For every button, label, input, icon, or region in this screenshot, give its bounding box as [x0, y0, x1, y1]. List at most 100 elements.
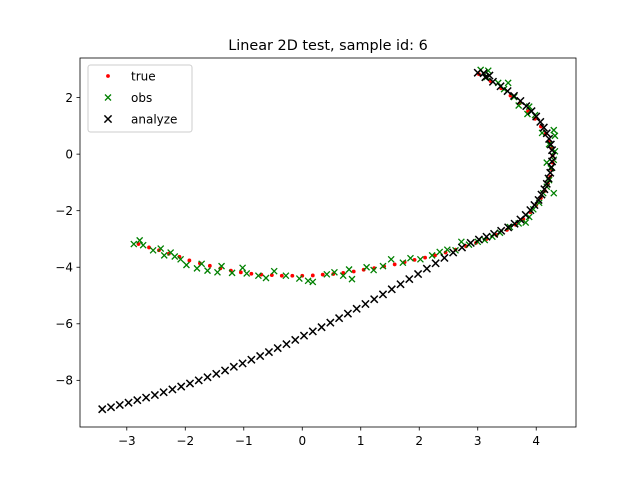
data-point-obs	[348, 275, 356, 283]
data-point-obs	[157, 245, 165, 253]
x-tick-label: −3	[118, 434, 136, 448]
data-point-obs	[370, 266, 378, 274]
legend-marker-analyze	[103, 114, 113, 124]
data-point-obs	[545, 176, 553, 184]
data-point-true	[290, 273, 295, 278]
data-point-analyze	[544, 134, 554, 143]
data-point-analyze	[422, 264, 431, 273]
data-point-obs	[550, 189, 558, 197]
data-point-analyze	[159, 388, 168, 397]
data-point-true	[147, 245, 151, 250]
x-tick-label: 4	[532, 434, 540, 448]
data-point-obs	[506, 223, 514, 231]
data-point-obs	[262, 274, 270, 282]
data-point-obs	[239, 264, 247, 272]
data-point-obs	[323, 270, 331, 278]
data-point-analyze	[413, 269, 423, 279]
data-point-analyze	[106, 403, 116, 412]
data-point-analyze	[405, 274, 414, 284]
data-point-obs	[160, 251, 168, 259]
data-point-analyze	[537, 190, 546, 199]
data-point-analyze	[317, 323, 326, 332]
data-point-obs	[228, 269, 236, 277]
data-point-obs	[345, 266, 353, 273]
series-analyze	[98, 68, 557, 414]
data-point-analyze	[194, 376, 203, 385]
data-point-obs	[139, 241, 147, 249]
data-point-analyze	[396, 280, 405, 289]
data-point-true	[433, 253, 437, 258]
data-point-obs	[416, 255, 424, 263]
y-axis: −8 −6 −4 −2 0 2	[55, 91, 80, 388]
y-tick-label: −2	[55, 204, 73, 218]
data-point-true	[351, 269, 356, 274]
x-tick-label: 3	[474, 434, 482, 448]
data-point-obs	[363, 263, 371, 271]
data-point-analyze	[387, 285, 396, 294]
data-point-analyze	[334, 314, 344, 323]
data-point-analyze	[212, 369, 221, 378]
data-point-analyze	[510, 219, 519, 228]
data-point-analyze	[516, 96, 525, 106]
data-point-analyze	[238, 359, 247, 368]
data-point-obs	[407, 254, 414, 262]
legend-label-obs: obs	[131, 91, 152, 105]
data-point-analyze	[115, 400, 124, 410]
data-point-analyze	[544, 174, 553, 183]
data-point-analyze	[256, 351, 265, 361]
data-point-obs	[523, 110, 531, 118]
data-point-analyze	[479, 69, 488, 78]
data-point-obs	[510, 93, 518, 101]
data-point-true	[320, 272, 325, 277]
data-point-obs	[270, 267, 278, 275]
data-point-analyze	[273, 343, 282, 353]
data-point-analyze	[482, 232, 491, 241]
legend-box	[87, 64, 193, 133]
data-point-analyze	[291, 335, 300, 345]
data-point-analyze	[185, 379, 195, 388]
data-point-true	[249, 271, 254, 276]
data-point-analyze	[352, 304, 361, 313]
data-point-analyze	[509, 91, 519, 101]
data-point-obs	[481, 236, 489, 244]
data-point-obs	[379, 262, 387, 270]
data-point-analyze	[177, 382, 186, 391]
data-point-analyze	[449, 248, 458, 257]
legend: true obs analyze	[87, 64, 193, 133]
y-tick-label: 2	[65, 91, 73, 105]
data-point-analyze	[504, 223, 513, 232]
y-tick-label: −8	[55, 374, 73, 388]
data-point-obs	[171, 253, 179, 260]
data-point-obs	[504, 79, 512, 87]
data-point-obs	[309, 278, 317, 286]
data-point-obs	[182, 261, 190, 269]
data-point-obs	[254, 272, 262, 280]
data-point-analyze	[98, 405, 107, 414]
data-point-analyze	[370, 295, 379, 304]
data-point-analyze	[474, 235, 484, 244]
data-point-obs	[218, 262, 226, 270]
data-point-analyze	[489, 229, 499, 239]
data-point-analyze	[534, 195, 543, 205]
data-point-obs	[243, 270, 251, 277]
data-point-true	[238, 270, 243, 275]
x-tick-label: −1	[235, 434, 253, 448]
data-point-analyze	[542, 179, 551, 188]
data-point-true	[310, 273, 315, 278]
data-point-analyze	[488, 77, 498, 86]
legend-label-true: true	[131, 69, 156, 83]
data-point-true	[187, 258, 192, 263]
data-point-analyze	[133, 396, 142, 405]
legend-label-analyze: analyze	[131, 112, 177, 126]
data-point-analyze	[326, 318, 335, 327]
data-point-obs	[295, 275, 303, 283]
data-point-true	[269, 273, 274, 278]
data-point-analyze	[343, 309, 353, 318]
data-point-obs	[198, 260, 206, 268]
data-point-obs	[177, 255, 185, 263]
data-point-obs	[457, 238, 465, 246]
data-point-obs	[136, 236, 144, 244]
data-point-analyze	[282, 340, 291, 349]
data-point-true	[341, 270, 346, 275]
data-point-analyze	[220, 366, 230, 375]
